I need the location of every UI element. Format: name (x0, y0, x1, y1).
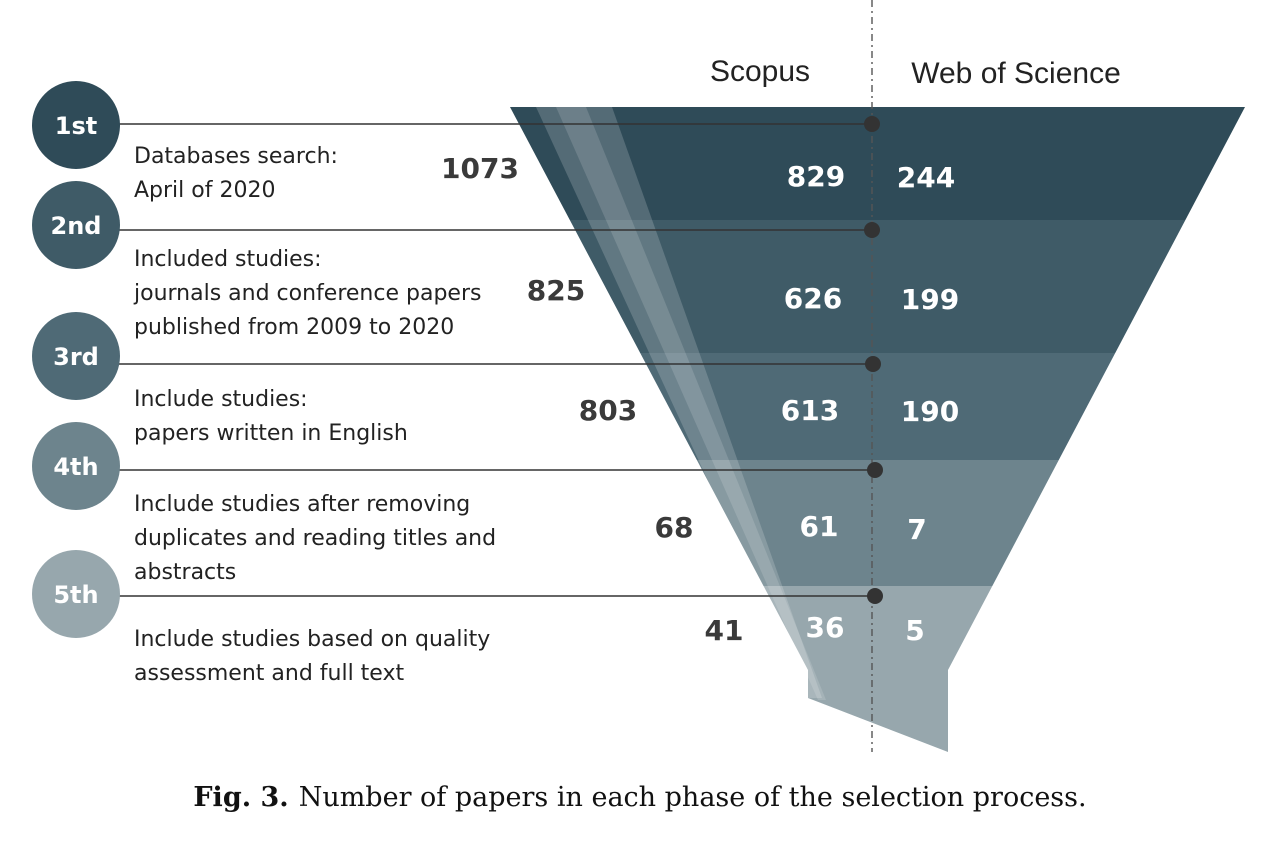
phase-description-line: abstracts (134, 560, 236, 585)
wos-header: Web of Science (911, 57, 1121, 90)
scopus-header: Scopus (710, 55, 810, 88)
funnel-highlight-stripe (536, 107, 822, 698)
phase-total-count: 803 (579, 394, 637, 427)
phase-row: 1st Databases search: April of 2020 1073 829… (32, 81, 955, 203)
phase-badge (32, 550, 120, 638)
phase-description-line: Include studies based on quality (134, 627, 490, 652)
phase-wos-count: 190 (901, 395, 959, 428)
phase-marker-dot (864, 222, 880, 238)
phase-badge-label: 1st (55, 112, 97, 140)
phase-wos-count: 199 (901, 283, 959, 316)
phase-scopus-count: 36 (806, 611, 845, 644)
funnel-band (510, 107, 1245, 220)
funnel-band (763, 586, 993, 670)
caption-label: Fig. 3. (193, 782, 289, 813)
phase-row: 4th Include studies after removing duplica… (32, 422, 927, 585)
phase-description-line: assessment and full text (134, 661, 404, 686)
funnel-band (696, 460, 1059, 586)
phase-description-line: duplicates and reading titles and (134, 526, 496, 551)
phase-badge (32, 81, 120, 169)
funnel-band (640, 353, 1116, 460)
phase-scopus-count: 829 (787, 160, 845, 193)
phase-total-count: 825 (527, 274, 585, 307)
phase-row: 2nd Included studies: journals and confere… (32, 181, 959, 340)
phase-marker-dot (865, 356, 881, 372)
funnel-bands (510, 107, 1245, 752)
phase-row: 5th Include studies based on quality asses… (32, 550, 925, 686)
phase-total-count: 68 (655, 511, 694, 544)
phase-badge-label: 3rd (53, 343, 99, 371)
figure-caption: Fig. 3. Number of papers in each phase of… (0, 782, 1280, 813)
phase-wos-count: 7 (907, 513, 926, 546)
phase-badge (32, 181, 120, 269)
caption-text: Number of papers in each phase of the se… (298, 782, 1087, 813)
phase-scopus-count: 61 (800, 510, 839, 543)
phase-row: 3rd Include studies: papers written in Eng… (32, 312, 959, 446)
phase-description-line: Include studies: (134, 387, 308, 412)
phase-wos-count: 5 (905, 614, 924, 647)
phase-badge-label: 5th (53, 581, 98, 609)
funnel-highlight-stripe (556, 107, 826, 700)
funnel-highlights (536, 107, 826, 700)
phase-scopus-count: 613 (781, 394, 839, 427)
phase-description-line: Databases search: (134, 144, 338, 169)
phase-total-count: 1073 (441, 152, 519, 185)
phase-badge (32, 312, 120, 400)
phase-description-line: papers written in English (134, 421, 408, 446)
phase-scopus-count: 626 (784, 282, 842, 315)
phase-marker-dot (867, 462, 883, 478)
phase-rows: 1st Databases search: April of 2020 1073 829… (32, 81, 959, 686)
phase-wos-count: 244 (897, 161, 955, 194)
phase-marker-dot (864, 116, 880, 132)
phase-badge (32, 422, 120, 510)
phase-badge-label: 2nd (51, 212, 102, 240)
funnel-band (569, 220, 1186, 353)
phase-total-count: 41 (705, 614, 744, 647)
phase-description-line: journals and conference papers (133, 281, 481, 306)
phase-description-line: April of 2020 (134, 178, 275, 203)
phase-description-line: Include studies after removing (134, 492, 470, 517)
phase-description-line: published from 2009 to 2020 (134, 315, 454, 340)
phase-badge-label: 4th (53, 453, 98, 481)
funnel-spout (808, 670, 948, 752)
phase-marker-dot (867, 588, 883, 604)
phase-description-line: Included studies: (134, 247, 322, 272)
